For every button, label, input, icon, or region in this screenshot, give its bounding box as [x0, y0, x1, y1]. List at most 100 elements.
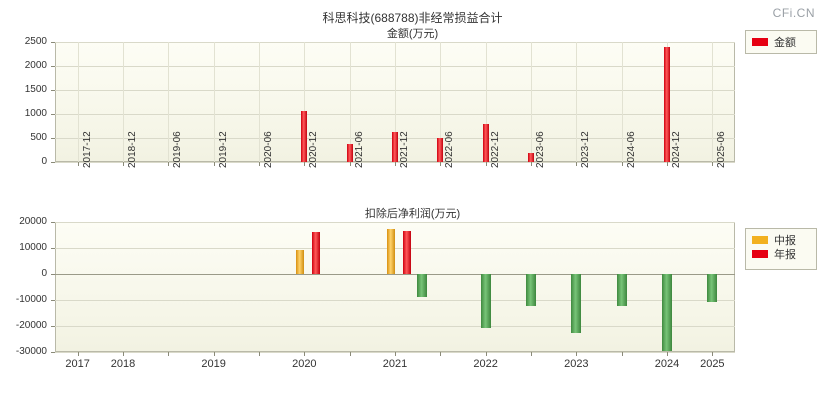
y-tick-mark — [51, 326, 55, 327]
gridline — [55, 300, 735, 301]
bar-net-profit — [403, 230, 411, 274]
x-tick-mark — [78, 162, 79, 166]
y-tick-mark — [51, 90, 55, 91]
x-tick-mark — [168, 162, 169, 166]
x-tick-mark — [304, 352, 305, 356]
y-tick-label: 2500 — [24, 36, 47, 47]
zero-line — [55, 274, 735, 275]
legend-label-annual: 年报 — [774, 249, 796, 261]
x-tick-mark — [350, 352, 351, 356]
bar-net-profit-negative — [662, 274, 672, 352]
x-tick-mark — [486, 352, 487, 356]
legend-net-profit: 中报 年报 — [745, 228, 817, 270]
legend-item[interactable]: 金额 — [752, 35, 810, 49]
x-tick-label: 2024-12 — [671, 131, 682, 168]
x-tick-mark — [123, 352, 124, 356]
legend-swatch-interim — [752, 236, 768, 244]
y-tick-mark — [51, 300, 55, 301]
chart-title: 科思科技(688788)非经常损益合计 — [322, 11, 503, 25]
x-tick-mark — [259, 162, 260, 166]
bar-net-profit-negative — [616, 274, 627, 306]
x-tick-mark — [531, 162, 532, 166]
x-tick-label: 2021-12 — [399, 131, 410, 168]
x-tick-label: 2023-12 — [580, 131, 592, 168]
x-tick-mark — [440, 352, 441, 356]
bar-net-profit-negative — [707, 274, 718, 302]
y-tick-mark — [51, 222, 55, 223]
bar-net-profit-negative — [526, 274, 536, 306]
bar-amount — [482, 123, 489, 162]
x-tick-label: 2023-06 — [535, 131, 546, 168]
x-tick-mark — [350, 162, 351, 166]
gridline — [55, 222, 735, 223]
bar-net-profit — [387, 229, 395, 274]
x-gridline — [214, 42, 215, 162]
x-tick-label: 2018 — [110, 358, 136, 370]
bar-net-profit — [296, 249, 305, 274]
y-tick-mark — [51, 42, 55, 43]
x-tick-label: 2020-06 — [263, 131, 274, 168]
x-tick-label: 2023 — [564, 358, 589, 370]
x-gridline — [622, 42, 623, 162]
bar-amount — [346, 144, 353, 162]
legend-item[interactable]: 年报 — [752, 247, 810, 261]
bar-amount — [437, 138, 444, 162]
y-tick-mark — [51, 274, 55, 275]
x-gridline — [531, 42, 532, 162]
x-tick-mark — [304, 162, 305, 166]
x-tick-mark — [440, 162, 441, 166]
x-tick-label: 2021 — [382, 358, 408, 370]
y-tick-label: 20000 — [19, 216, 47, 227]
bar-amount — [528, 153, 534, 162]
x-tick-mark — [531, 352, 532, 356]
bar-amount — [664, 46, 670, 162]
x-tick-label: 2025 — [700, 358, 725, 370]
x-gridline — [350, 42, 351, 162]
y-tick-label: -10000 — [15, 294, 47, 305]
x-tick-label: 2020 — [292, 358, 317, 370]
x-tick-label: 2025-06 — [716, 131, 728, 168]
x-tick-mark — [667, 352, 668, 356]
y-tick-label: 1000 — [24, 108, 47, 119]
bar-amount — [392, 132, 398, 162]
x-tick-mark — [395, 352, 396, 356]
x-tick-mark — [622, 352, 623, 356]
x-tick-label: 2017 — [65, 358, 90, 370]
x-gridline — [440, 42, 441, 162]
x-gridline — [259, 42, 260, 162]
x-tick-mark — [712, 162, 713, 166]
y-tick-label: 0 — [41, 156, 47, 167]
x-tick-mark — [395, 162, 396, 166]
y-tick-mark — [51, 138, 55, 139]
legend-swatch-annual — [752, 250, 768, 258]
x-tick-label: 2018-12 — [127, 131, 138, 168]
x-tick-mark — [78, 352, 79, 356]
x-tick-mark — [168, 352, 169, 356]
x-gridline — [576, 42, 577, 162]
y-tick-label: 0 — [41, 268, 47, 279]
x-tick-label: 2019-06 — [172, 131, 184, 168]
legend-swatch-amount — [752, 38, 768, 46]
x-tick-label: 2022-06 — [444, 131, 456, 168]
x-tick-mark — [259, 352, 260, 356]
x-tick-label: 2019-12 — [217, 131, 229, 168]
legend-item[interactable]: 中报 — [752, 233, 810, 247]
y-tick-mark — [51, 162, 55, 163]
x-tick-label: 2024 — [654, 358, 680, 370]
x-gridline — [486, 42, 487, 162]
x-gridline — [78, 42, 79, 162]
y-tick-label: 2000 — [24, 60, 47, 71]
x-gridline — [304, 42, 305, 162]
x-gridline — [712, 42, 713, 162]
y-tick-mark — [51, 248, 55, 249]
y-tick-label: -30000 — [15, 346, 47, 357]
y-tick-label: 500 — [30, 132, 47, 143]
x-tick-mark — [123, 162, 124, 166]
y-tick-label: 10000 — [19, 242, 47, 253]
y-tick-mark — [51, 66, 55, 67]
x-tick-label: 2019 — [201, 358, 226, 370]
x-gridline — [168, 42, 169, 162]
bar-net-profit-negative — [480, 274, 491, 329]
bar-net-profit — [312, 231, 321, 274]
bar-amount — [301, 111, 308, 162]
